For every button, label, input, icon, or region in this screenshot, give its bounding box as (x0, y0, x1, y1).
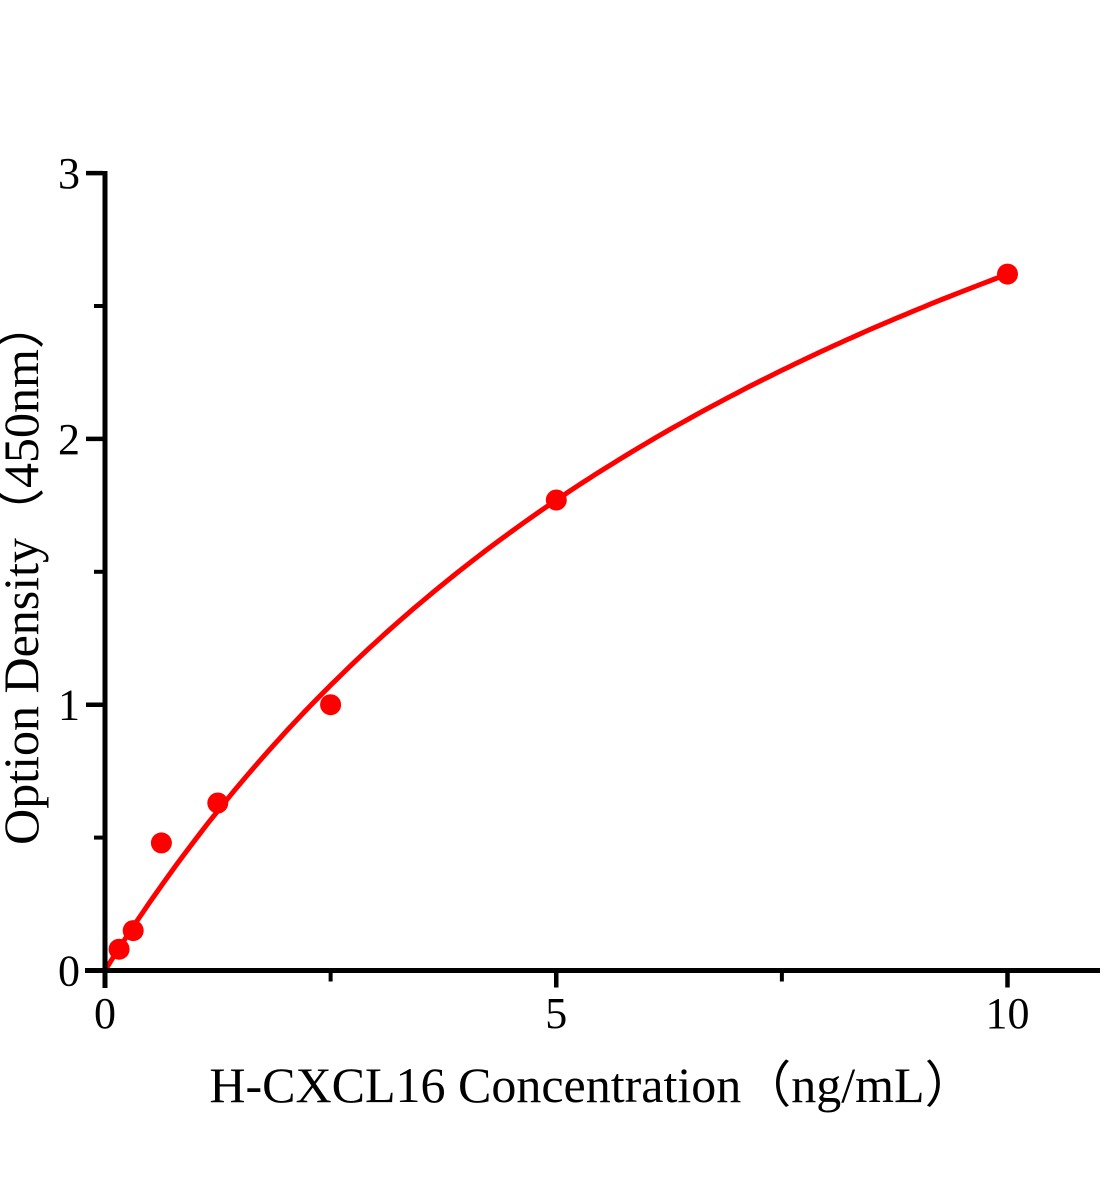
tick-labels-group: 0 5 10 0 1 2 3 (58, 149, 1030, 1038)
data-point (320, 694, 342, 716)
y-axis-tick-label: 0 (58, 947, 80, 996)
data-point (545, 489, 567, 511)
y-axis-tick-label: 2 (58, 415, 80, 464)
x-axis-tick-label: 5 (545, 989, 567, 1038)
axes-group (85, 170, 1100, 988)
data-point (997, 263, 1018, 285)
x-axis-tick-label: 0 (94, 989, 116, 1038)
data-point (207, 792, 229, 814)
y-axis-title: Option Density（450nm） (0, 299, 49, 845)
y-axis-tick-label: 3 (58, 149, 80, 198)
data-points-group (108, 263, 1018, 960)
fit-curve (102, 271, 1010, 973)
fit-curve-group (102, 271, 1010, 973)
y-axis-tick-label: 1 (58, 681, 80, 730)
data-point (150, 832, 172, 854)
data-point (108, 938, 130, 960)
data-point (122, 920, 144, 942)
x-axis-tick-label: 10 (986, 989, 1030, 1038)
x-axis-title: H-CXCL16 Concentration（ng/mL） (209, 1057, 974, 1113)
